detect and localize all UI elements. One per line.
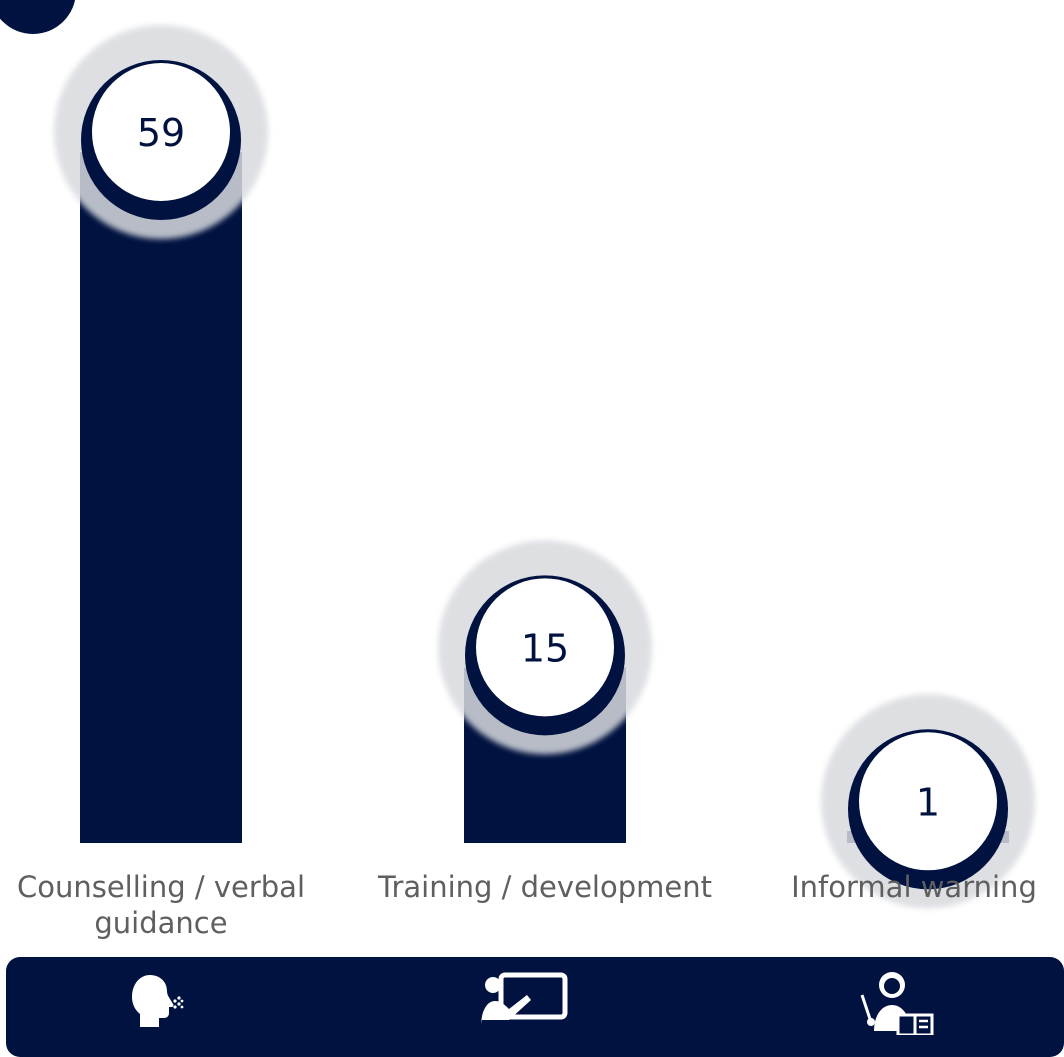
teacher-with-book-icon bbox=[860, 972, 934, 1035]
category-label-1: Training / development bbox=[378, 870, 712, 904]
bar-0 bbox=[80, 152, 242, 843]
bubble-face-2 bbox=[859, 732, 997, 871]
icon-footer-band bbox=[6, 957, 1064, 1057]
speaking-head-icon bbox=[132, 975, 184, 1027]
category-label-0: Counselling / verbal guidance bbox=[16, 870, 306, 940]
presentation-board-icon bbox=[481, 972, 568, 1027]
bubble-face-1 bbox=[476, 578, 614, 717]
data-label-1: 15 bbox=[521, 626, 569, 670]
category-label-2: Informal warning bbox=[791, 870, 1037, 904]
data-label-0: 59 bbox=[137, 111, 185, 155]
data-label-2: 1 bbox=[916, 780, 940, 824]
bubble-face-0 bbox=[92, 63, 230, 201]
